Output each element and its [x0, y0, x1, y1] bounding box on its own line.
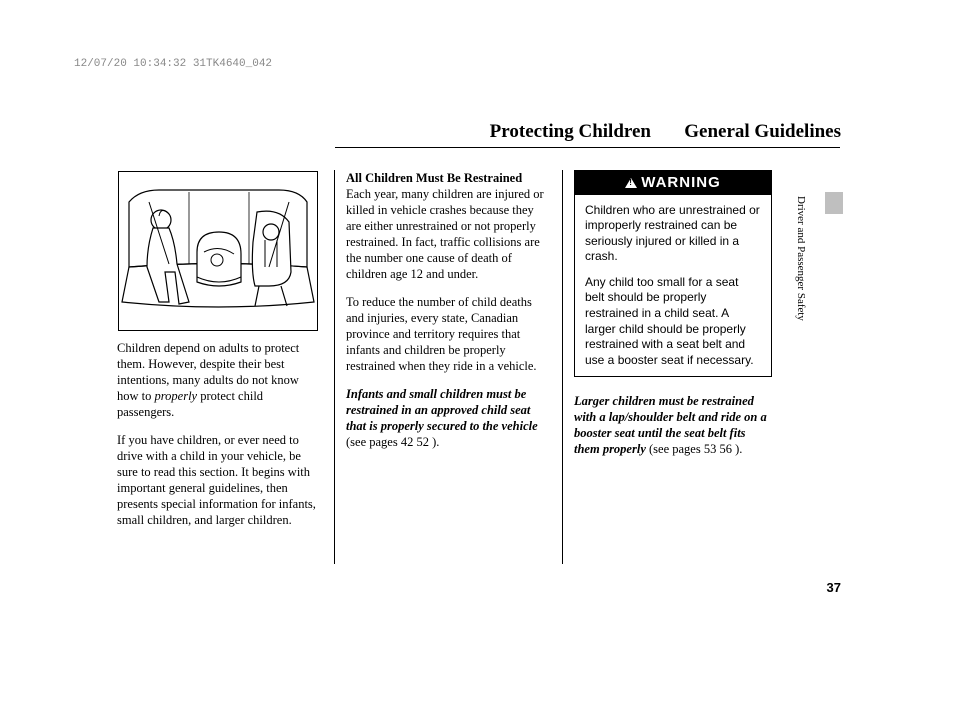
illustration-svg	[119, 172, 317, 330]
child-seat-illustration	[118, 171, 318, 331]
text: Each year, many children are injured or …	[346, 187, 544, 281]
edge-tab	[825, 192, 843, 214]
col2-paragraph-2: To reduce the number of child deaths and…	[346, 294, 550, 374]
page-title: Protecting Children General Guidelines	[490, 121, 841, 143]
header-stamp: 12/07/20 10:34:32 31TK4640_042	[74, 58, 272, 70]
title-right: General Guidelines	[684, 121, 841, 142]
column-2: All Children Must Be Restrained Each yea…	[346, 170, 550, 450]
col2-paragraph-1: All Children Must Be Restrained Each yea…	[346, 170, 550, 282]
page-ref-53-56: (see pages 53 56 ).	[646, 442, 743, 456]
section-tab-label: Driver and Passenger Safety	[795, 196, 807, 321]
warning-body: Children who are unrestrained or imprope…	[575, 195, 771, 377]
warning-header: WARNING	[575, 171, 771, 195]
col2-heading: All Children Must Be Restrained	[346, 171, 522, 185]
column-divider-2	[562, 170, 563, 564]
title-gap	[656, 121, 680, 142]
manual-page: 12/07/20 10:34:32 31TK4640_042 Protectin…	[0, 0, 954, 710]
column-3: WARNING Children who are unrestrained or…	[574, 170, 774, 469]
emphasis-properly: properly	[155, 389, 198, 403]
warning-label: WARNING	[641, 173, 721, 193]
warning-box: WARNING Children who are unrestrained or…	[574, 170, 772, 377]
warning-paragraph-2: Any child too small for a seat belt shou…	[585, 275, 761, 369]
col1-paragraph-1: Children depend on adults to protect the…	[117, 340, 321, 420]
page-ref-42-52: (see pages 42 52 ).	[346, 435, 439, 449]
col3-paragraph-1: Larger children must be restrained with …	[574, 393, 774, 457]
col2-paragraph-3: Infants and small children must be restr…	[346, 386, 550, 450]
title-left: Protecting Children	[490, 121, 651, 142]
warning-triangle-icon	[625, 178, 637, 188]
column-1: Children depend on adults to protect the…	[117, 340, 321, 528]
page-number: 37	[827, 580, 841, 595]
infants-restraint-emphasis: Infants and small children must be restr…	[346, 387, 538, 433]
col1-paragraph-2: If you have children, or ever need to dr…	[117, 432, 321, 528]
warning-paragraph-1: Children who are unrestrained or imprope…	[585, 203, 761, 265]
column-divider-1	[334, 170, 335, 564]
title-rule	[335, 147, 840, 148]
